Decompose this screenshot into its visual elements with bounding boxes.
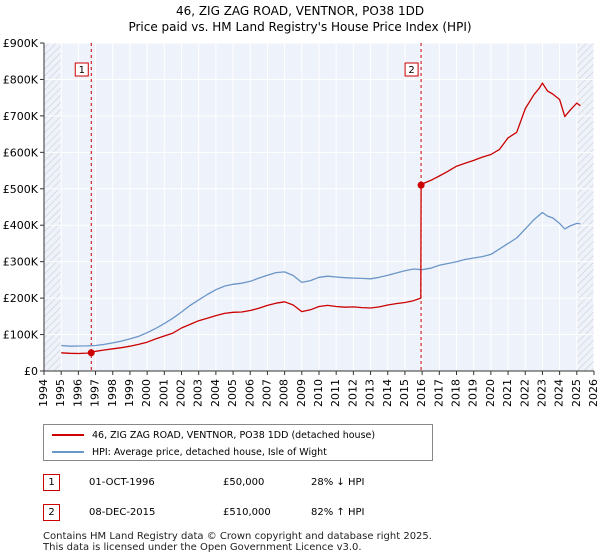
sale-price: £510,000 — [223, 507, 271, 518]
sale-point — [87, 349, 95, 357]
x-tick-label: 2021 — [501, 379, 514, 407]
legend-swatch-property — [52, 434, 84, 436]
property-price-line — [61, 82, 581, 355]
sale-date: 08-DEC-2015 — [89, 507, 156, 518]
sale-marker-label: 2 — [408, 65, 414, 76]
x-tick-label: 2023 — [535, 379, 548, 407]
chart-subtitle: Price paid vs. HM Land Registry's House … — [128, 20, 471, 34]
sale-marker-label: 1 — [79, 65, 85, 76]
x-tick-label: 2024 — [553, 379, 566, 407]
x-tick-label: 2020 — [484, 379, 497, 407]
x-tick-label: 2015 — [398, 379, 411, 407]
legend-label-property: 46, ZIG ZAG ROAD, VENTNOR, PO38 1DD (det… — [92, 429, 376, 441]
legend: 46, ZIG ZAG ROAD, VENTNOR, PO38 1DD (det… — [43, 424, 433, 461]
price-chart: 46, ZIG ZAG ROAD, VENTNOR, PO38 1DD Pric… — [3, 4, 600, 407]
hatched-region — [44, 43, 62, 371]
y-tick-label: £100K — [3, 329, 39, 342]
hatched-regions — [44, 43, 594, 371]
hpi-line — [61, 211, 581, 347]
footer: Contains HM Land Registry data © Crown c… — [43, 531, 432, 553]
sale-date: 01-OCT-1996 — [89, 477, 155, 488]
x-tick-label: 2011 — [329, 379, 342, 407]
sale-row-2: 2 08-DEC-2015 £510,000 82% ↑ HPI — [43, 504, 563, 522]
x-tick-label: 2006 — [243, 379, 256, 407]
x-tick-label: 2019 — [467, 379, 480, 407]
sale-point — [417, 181, 425, 189]
x-tick-label: 2003 — [192, 379, 205, 407]
x-tick-label: 2014 — [381, 379, 394, 407]
x-tick-label: 1995 — [54, 379, 67, 407]
y-tick-label: £700K — [3, 110, 39, 123]
x-tick-label: 1997 — [89, 379, 102, 407]
sale-number-badge: 2 — [43, 504, 60, 521]
sale-row-1: 1 01-OCT-1996 £50,000 28% ↓ HPI — [43, 474, 563, 492]
legend-label-hpi: HPI: Average price, detached house, Isle… — [92, 446, 327, 458]
sale-hpi-change: 82% ↑ HPI — [311, 507, 365, 518]
y-tick-label: £200K — [3, 292, 39, 305]
x-tick-label: 2007 — [260, 379, 273, 407]
x-tick-label: 2010 — [312, 379, 325, 407]
x-tick-label: 2008 — [278, 379, 291, 407]
footer-copyright: Contains HM Land Registry data © Crown c… — [43, 531, 432, 542]
sale-price: £50,000 — [223, 477, 265, 488]
x-tick-label: 2013 — [364, 379, 377, 407]
axes: £0 £100K £200K £300K £400K £500K £600K £700K £80… — [3, 37, 600, 407]
x-tick-label: 1999 — [123, 379, 136, 407]
x-tick-label: 2001 — [157, 379, 170, 407]
gridlines — [43, 42, 595, 372]
x-tick-label: 2009 — [295, 379, 308, 407]
x-tick-label: 2026 — [587, 379, 600, 407]
x-tick-label: 2012 — [346, 379, 359, 407]
y-tick-label: £400K — [3, 219, 39, 232]
x-tick-label: 2016 — [415, 379, 428, 407]
legend-item-hpi: HPI: Average price, detached house, Isle… — [52, 444, 327, 460]
x-tick-label: 2002 — [175, 379, 188, 407]
footer-licence: This data is licensed under the Open Gov… — [43, 542, 362, 553]
sale-marker-badge — [74, 62, 89, 77]
y-tick-label: £600K — [3, 146, 39, 159]
legend-item-property: 46, ZIG ZAG ROAD, VENTNOR, PO38 1DD (det… — [52, 427, 375, 443]
y-tick-label: £900K — [3, 37, 39, 50]
x-tick-label: 1998 — [106, 379, 119, 407]
x-tick-label: 2022 — [518, 379, 531, 407]
sale-number-badge: 1 — [43, 474, 60, 491]
y-tick-label: £500K — [3, 183, 39, 196]
y-tick-label: £800K — [3, 73, 39, 86]
sale-hpi-change: 28% ↓ HPI — [311, 477, 365, 488]
x-tick-label: 2000 — [140, 379, 153, 407]
x-tick-label: 1994 — [37, 379, 50, 407]
x-tick-label: 2017 — [432, 379, 445, 407]
hatched-region — [576, 43, 594, 371]
y-tick-label: £300K — [3, 256, 39, 269]
x-tick-label: 2025 — [570, 379, 583, 407]
x-tick-label: 2005 — [226, 379, 239, 407]
chart-title: 46, ZIG ZAG ROAD, VENTNOR, PO38 1DD — [176, 4, 424, 18]
y-tick-label: £0 — [24, 365, 38, 378]
x-tick-label: 1996 — [71, 379, 84, 407]
legend-swatch-hpi — [52, 451, 84, 453]
x-tick-label: 2004 — [209, 379, 222, 407]
x-tick-label: 2018 — [450, 379, 463, 407]
sale-marker-badge — [404, 62, 419, 77]
